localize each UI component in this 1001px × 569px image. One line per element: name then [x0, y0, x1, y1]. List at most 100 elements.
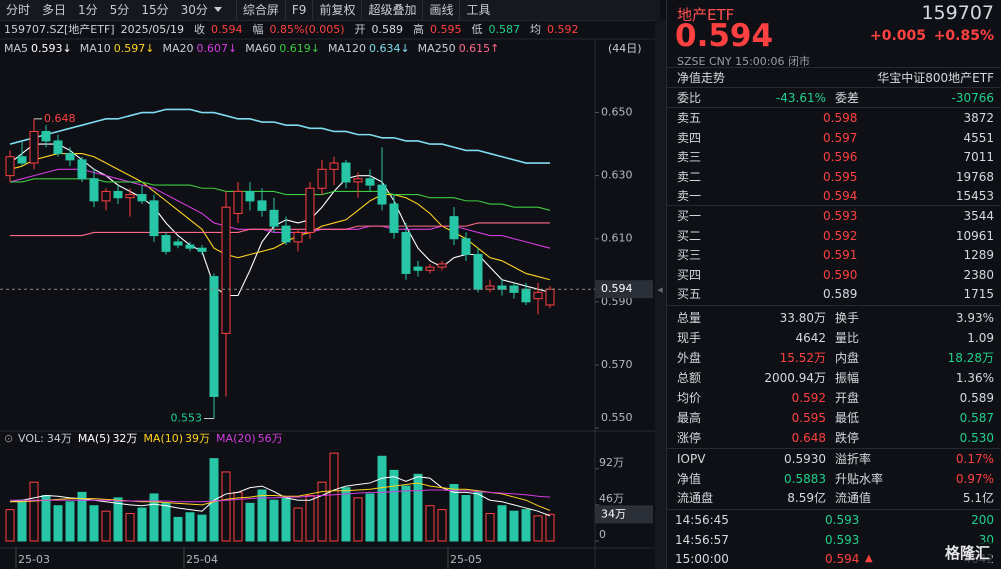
trade-volume: 200	[971, 513, 994, 527]
trade-row: 14:56:45 0.593 200	[667, 510, 1001, 530]
stat-label: 升贴水率	[835, 471, 884, 486]
y-tick-label: 46万	[599, 492, 624, 505]
tab[interactable]: 15分	[141, 3, 169, 17]
ma-legend-name: MA20	[162, 42, 193, 55]
candle-body	[257, 200, 267, 211]
candle-body	[473, 254, 483, 290]
volume-bar	[185, 512, 195, 542]
stat-value: 0.592	[791, 391, 826, 405]
volume-bar	[425, 505, 435, 542]
separator	[667, 67, 1001, 68]
candle-body	[77, 159, 87, 180]
volume-bar	[125, 513, 135, 542]
candle-body	[269, 209, 279, 227]
separator	[667, 448, 1001, 449]
tab[interactable]: 30分	[180, 3, 208, 17]
x-tick-label: 25-03	[18, 553, 50, 566]
ma-legend-name: MA120	[328, 42, 366, 55]
order-level: 买二 0.592 10961	[667, 226, 1001, 246]
candle-body	[497, 285, 507, 290]
candle-body	[437, 263, 447, 268]
level-price: 0.597	[823, 130, 858, 145]
volume-bar	[53, 505, 63, 542]
tab[interactable]: 5分	[109, 3, 130, 17]
stat-value: 33.80万	[779, 311, 826, 325]
candle-body	[425, 266, 435, 271]
candle-body	[149, 200, 159, 237]
candle-body	[305, 187, 315, 233]
low-annotation: 0.553	[171, 412, 203, 425]
fund-code: 159707	[921, 2, 994, 24]
level-price: 0.598	[823, 111, 858, 125]
tool[interactable]: F9	[284, 0, 313, 20]
vol-ma-name: MA(10)	[143, 432, 183, 445]
candle-body	[185, 244, 195, 249]
tool[interactable]: 前复权	[312, 0, 361, 20]
stat-value: 0.587	[959, 411, 994, 425]
order-level: 卖二 0.595 19768	[667, 167, 1001, 187]
candle-body	[233, 190, 243, 214]
level-volume: 3544	[963, 209, 994, 223]
candle-body	[293, 231, 303, 243]
level-volume: 4551	[963, 130, 994, 145]
tab[interactable]: 分时	[6, 3, 31, 17]
separator	[667, 305, 1001, 306]
level-price: 0.592	[823, 228, 858, 243]
order-level: 买一 0.593 3544	[667, 206, 1001, 226]
stat-row: 均价 0.592 开盘 0.589	[667, 388, 1001, 408]
level-label: 买四	[677, 267, 702, 282]
last-price-flag	[595, 280, 653, 299]
tool[interactable]: 画线	[422, 0, 459, 20]
volume-bar	[389, 469, 399, 542]
volume-bar	[65, 501, 75, 542]
vol-ma-value: 32万	[112, 432, 137, 445]
volume-bar	[473, 491, 483, 542]
volume-bar	[269, 499, 279, 542]
ma-line	[9, 108, 550, 164]
stat-value: 5.1亿	[962, 491, 994, 505]
stat-label: 最高	[677, 411, 702, 425]
tool[interactable]: 工具	[459, 0, 496, 20]
stat-label: 外盘	[677, 351, 702, 365]
volume-bar	[17, 499, 27, 542]
vol-ma-line	[10, 482, 551, 511]
stat-row: 最高 0.595 最低 0.587	[667, 408, 1001, 428]
trade-time: 15:00:00	[675, 552, 729, 566]
y-tick-label: 0.550	[601, 411, 633, 424]
separator	[667, 205, 1001, 206]
volume-bar	[149, 493, 159, 542]
volume-bar	[509, 510, 519, 542]
dropdown-caret[interactable]	[213, 7, 222, 12]
trade-price: 0.593	[825, 513, 860, 527]
order-level: 买三 0.591 1289	[667, 245, 1001, 265]
candle-body	[389, 203, 399, 233]
stat-row: 总量 33.80万 换手 3.93%	[667, 308, 1001, 328]
stat-label: 流通盘	[677, 491, 714, 505]
volume-bar	[41, 495, 51, 542]
stat-value: 0.530	[959, 431, 994, 445]
tool[interactable]: 综合屏	[235, 0, 285, 20]
level-volume: 7011	[963, 150, 994, 164]
stat-label: IOPV	[677, 452, 706, 466]
commission-row: 委比 -43.61% 委差 -30766	[667, 88, 1001, 108]
splitter	[655, 20, 666, 569]
order-level: 卖一 0.594 15453	[667, 186, 1001, 206]
tab[interactable]: 1分	[78, 3, 98, 17]
level-label: 买三	[677, 248, 702, 262]
stat-value: 0.5883	[784, 471, 826, 486]
ma-legend-name: MA250	[418, 42, 456, 55]
tab[interactable]: 多日	[42, 3, 67, 17]
y-tick-label: 0	[599, 528, 606, 541]
level-label: 卖三	[677, 150, 702, 164]
vol-title: VOL:	[18, 432, 44, 445]
candle-body	[281, 225, 291, 243]
tool[interactable]: 超级叠加	[361, 0, 422, 20]
level-label: 买五	[677, 287, 702, 301]
vol-flag-label: 34万	[601, 507, 626, 520]
volume-bar	[173, 516, 183, 542]
vol-ma-name: MA(20)	[216, 432, 256, 445]
candle-body	[89, 178, 99, 202]
x-tick-label: 25-05	[450, 553, 482, 566]
stat-value: 0.648	[791, 431, 826, 445]
nav-link[interactable]: 净值走势	[677, 71, 726, 85]
